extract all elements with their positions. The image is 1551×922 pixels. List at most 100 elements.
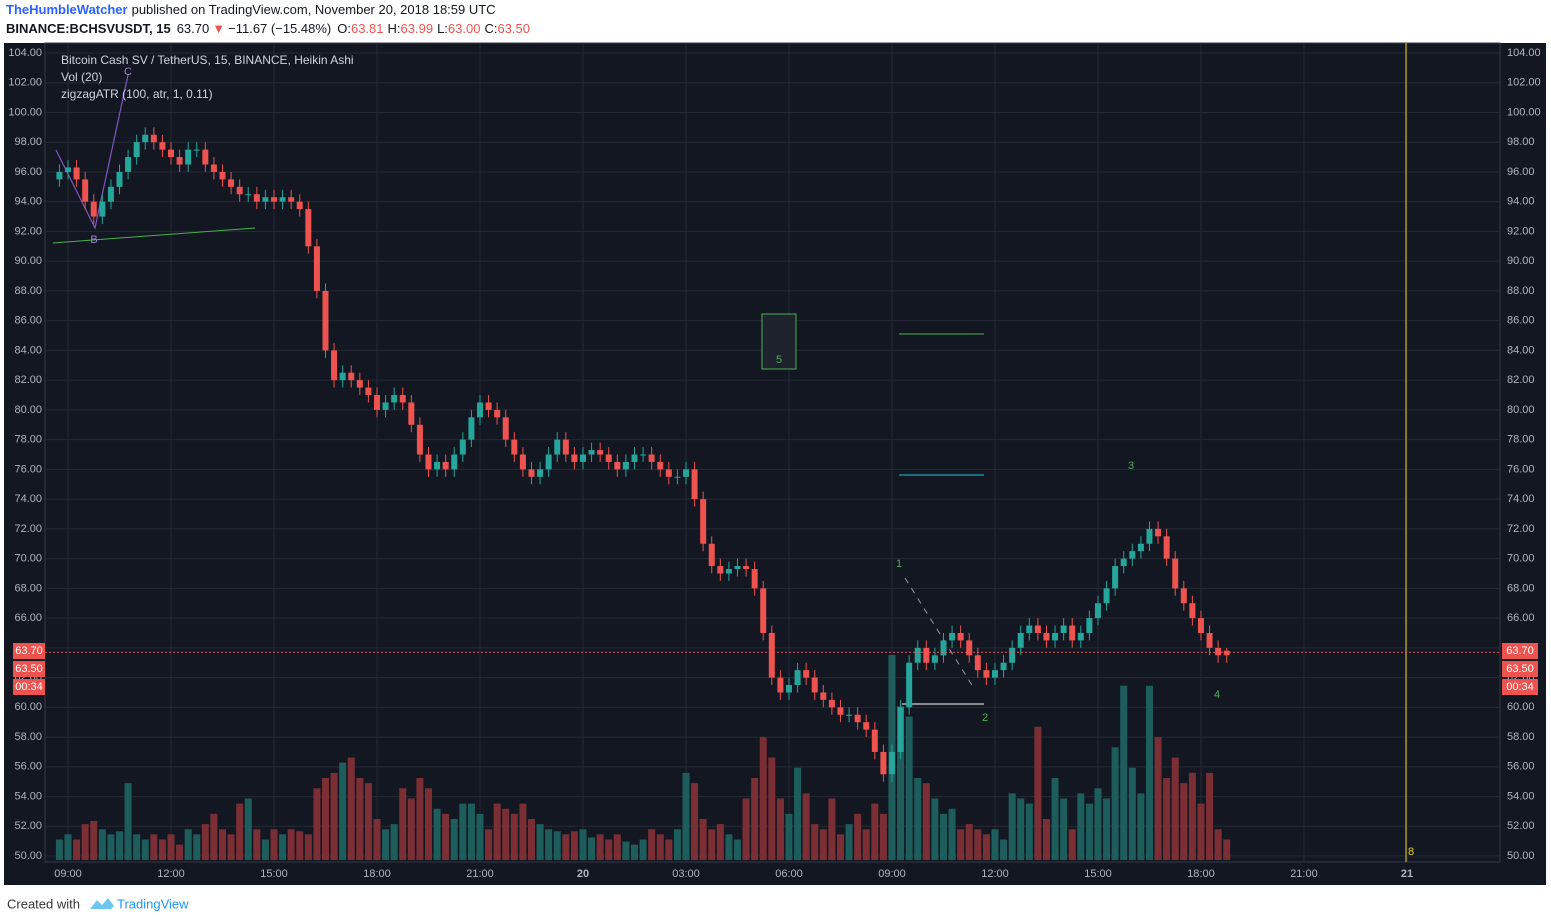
candle-body [794, 670, 801, 686]
volume-bar [957, 829, 965, 860]
candle-body [296, 201, 303, 210]
countdown: 00:34 [15, 681, 43, 693]
volume-bar [210, 813, 218, 860]
volume-bar [1180, 783, 1188, 860]
volume-bar [879, 813, 887, 860]
candle-body [1112, 566, 1119, 589]
volume-bar [1111, 747, 1119, 860]
volume-bar [296, 831, 304, 860]
countdown-tag [13, 679, 45, 695]
candle-body [150, 134, 157, 143]
legend-entry: zigzagATR (100, atr, 1, 0.11) [61, 87, 213, 101]
volume-bar [1154, 737, 1162, 860]
volume-bar [1068, 829, 1076, 860]
ohlc-value: 63.99 [401, 21, 434, 36]
volume-bar [1008, 793, 1016, 860]
candle-body [1034, 625, 1041, 633]
volume-bar [588, 837, 596, 860]
volume-bar [742, 798, 750, 860]
volume-bar [450, 819, 458, 860]
volume-bar [1145, 685, 1153, 860]
volume-bar [776, 798, 784, 860]
y-tick-label: 52.00 [14, 820, 42, 832]
x-tick-label: 09:00 [54, 868, 82, 880]
candle-body [674, 476, 681, 478]
annotation: 1 [896, 558, 902, 570]
candle-body [99, 201, 106, 217]
y-tick-label: 76.00 [14, 463, 42, 475]
volume-bar [630, 844, 638, 860]
candle-body [279, 197, 286, 202]
volume-bar [236, 803, 244, 860]
y-tick-label-right: 56.00 [1507, 761, 1535, 773]
candle-body [1017, 632, 1024, 648]
ohlc-value: 63.00 [448, 21, 481, 36]
footer-brand[interactable]: TradingView [117, 896, 189, 911]
volume-bar [90, 821, 98, 860]
candle-body [717, 566, 724, 574]
y-tick-label: 70.00 [14, 553, 42, 565]
y-tick-label-right: 74.00 [1507, 493, 1535, 505]
candle-body [442, 461, 449, 470]
volume-bar [141, 839, 149, 860]
candle-body [167, 149, 174, 158]
candle-body [657, 461, 664, 470]
volume-bar [854, 813, 862, 860]
candle-body [700, 499, 707, 544]
volume-bar [1214, 829, 1222, 860]
candle-body [760, 588, 767, 633]
x-tick-label: 18:00 [363, 868, 391, 880]
volume-bar [1017, 798, 1025, 860]
candle-body [434, 461, 441, 470]
y-tick-label: 100.00 [8, 106, 42, 118]
candle-body [185, 149, 192, 165]
candle-body [957, 632, 964, 641]
candle-body [356, 380, 363, 388]
published: published on TradingView.com, November 2… [132, 2, 496, 17]
volume-bar [201, 824, 209, 860]
volume-bar [553, 831, 561, 860]
volume-bar [802, 793, 810, 860]
x-tick-label: 06:00 [775, 868, 803, 880]
candle-body [511, 439, 518, 455]
volume-bar [73, 839, 81, 860]
volume-bar [356, 778, 364, 860]
volume-bar [467, 803, 475, 860]
y-tick-label-right: 92.00 [1507, 225, 1535, 237]
volume-bar [622, 841, 630, 860]
volume-bar [648, 829, 656, 860]
y-tick-label-right: 78.00 [1507, 434, 1535, 446]
candle-body [331, 350, 338, 381]
y-tick-label-right: 50.00 [1507, 850, 1535, 862]
y-tick-label-right: 80.00 [1507, 404, 1535, 416]
volume-bar [639, 839, 647, 860]
volume-bar [1223, 839, 1231, 860]
candle-body [476, 402, 483, 418]
candle-body [966, 640, 973, 656]
countdown: 00:34 [1506, 681, 1534, 693]
candle-body [828, 699, 835, 708]
candle-body [519, 454, 526, 470]
author[interactable]: TheHumbleWatcher [6, 2, 128, 17]
candle-body [743, 566, 750, 570]
annotation: 3 [1128, 460, 1134, 472]
annotation: 4 [1214, 689, 1220, 701]
volume-bar [124, 783, 132, 860]
annotation: B [90, 234, 97, 246]
candle-body [597, 450, 604, 455]
candle-body [1206, 632, 1213, 648]
candle-body [408, 402, 415, 425]
volume-bar [279, 834, 287, 860]
annotation: C [124, 66, 132, 78]
candle-body [90, 201, 97, 217]
annotation: 8 [1408, 846, 1414, 858]
volume-bar [442, 813, 450, 860]
x-tick-label: 21 [1401, 868, 1413, 880]
candle-body [245, 194, 252, 196]
candle-body [640, 454, 647, 456]
y-tick-label: 74.00 [14, 493, 42, 505]
volume-bar [510, 813, 518, 860]
volume-bar [347, 757, 355, 860]
volume-bar [691, 783, 699, 860]
volume-bar [133, 834, 141, 860]
